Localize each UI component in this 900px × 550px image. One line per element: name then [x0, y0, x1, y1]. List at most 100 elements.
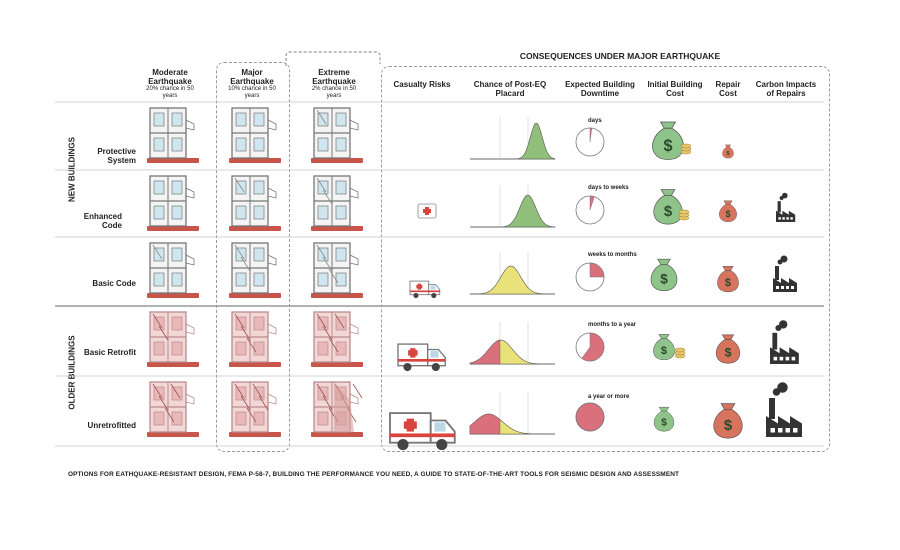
- crack: [252, 383, 263, 399]
- window: [253, 272, 265, 287]
- money-bag-icon: $: [713, 403, 743, 439]
- crack: [352, 383, 363, 399]
- window: [171, 411, 183, 426]
- crack: [152, 244, 163, 260]
- factory-icon: [770, 320, 799, 364]
- smoke: [780, 255, 788, 263]
- balcony: [185, 254, 195, 266]
- building-r0-c1: [229, 107, 281, 163]
- crack: [328, 337, 339, 353]
- balcony: [185, 119, 195, 131]
- window: [153, 205, 165, 220]
- foundation: [147, 293, 199, 298]
- money-bag-icon: $: [717, 266, 739, 293]
- footer-citation: OPTIONS FOR EATHQUAKE-RESISTANT DESIGN, …: [68, 471, 680, 478]
- foundation: [311, 293, 363, 298]
- window: [235, 341, 247, 356]
- foundation: [147, 432, 199, 437]
- window: [335, 341, 347, 356]
- balcony: [349, 323, 359, 335]
- downtime-pie-0: [575, 127, 605, 157]
- crack: [240, 325, 251, 341]
- balcony: [349, 119, 359, 131]
- window: [253, 180, 265, 195]
- smoke: [779, 320, 788, 329]
- crack: [246, 337, 257, 353]
- placard-curve: [469, 265, 555, 295]
- building-r3-c1: [229, 311, 281, 367]
- crack: [316, 244, 327, 260]
- ambulance-icon: [409, 280, 441, 299]
- col-title: Moderate Earthquake: [148, 68, 192, 86]
- first-aid-kit-icon: [417, 203, 437, 219]
- window: [235, 112, 247, 127]
- window: [253, 112, 265, 127]
- placard-chart-1: [470, 185, 556, 228]
- dollar-sign-icon: $: [725, 346, 732, 360]
- crack: [322, 256, 333, 272]
- col-title: Major Earthquake: [230, 68, 274, 86]
- col-moderate: Moderate Earthquake 20% chance in 50 yea…: [140, 68, 200, 100]
- crack: [334, 313, 345, 329]
- window: [317, 205, 329, 220]
- building-r3-c0: [147, 311, 199, 367]
- window: [335, 272, 347, 287]
- major-earthquake-frame: [216, 62, 290, 452]
- window: [171, 180, 183, 195]
- crack: [316, 177, 327, 193]
- balcony: [349, 393, 359, 405]
- building-r2-c1: [229, 242, 281, 298]
- row-label-basic-code: Basic Code: [92, 279, 136, 288]
- downtime-pie-4: [575, 402, 605, 432]
- placard-chart-3: [469, 322, 555, 365]
- ambulance-icon: [389, 412, 456, 451]
- balcony: [185, 187, 195, 199]
- downtime-pie-2: [575, 262, 605, 292]
- crack: [322, 189, 333, 205]
- pie-slice: [589, 262, 605, 278]
- downtime-label-0: days: [588, 118, 602, 124]
- pie-slice: [575, 402, 605, 432]
- dollar-sign-icon: $: [725, 277, 731, 289]
- dollar-sign-icon: $: [725, 209, 730, 219]
- window: [153, 272, 165, 287]
- window: [171, 341, 183, 356]
- placard-curve: [470, 194, 556, 228]
- balcony: [349, 187, 359, 199]
- money-bag-icon: $: [650, 258, 678, 292]
- dollar-sign-icon: $: [661, 345, 667, 357]
- window: [317, 137, 329, 152]
- factory-icon: [773, 255, 797, 292]
- crack: [316, 313, 327, 329]
- dollar-sign-icon: $: [661, 418, 667, 429]
- dollar-sign-icon: $: [724, 417, 733, 434]
- consequences-title: CONSEQUENCES UNDER MAJOR EARTHQUAKE: [519, 51, 721, 61]
- crack: [258, 395, 269, 411]
- window: [317, 341, 329, 356]
- dollar-sign-icon: $: [660, 271, 668, 286]
- dollar-sign-icon: $: [726, 151, 730, 157]
- foundation: [229, 362, 281, 367]
- crack: [158, 395, 169, 411]
- window: [153, 180, 165, 195]
- building-r2-c2: [311, 242, 363, 298]
- window: [253, 247, 265, 262]
- col-extreme: Extreme Earthquake 2% chance in 50 years: [304, 68, 364, 100]
- window: [335, 247, 347, 262]
- row-label-protective: Protective System: [97, 147, 136, 165]
- window: [171, 205, 183, 220]
- window: [335, 180, 347, 195]
- consequences-frame: [381, 66, 830, 452]
- window: [171, 247, 183, 262]
- building-r2-c0: [147, 242, 199, 298]
- window: [335, 112, 347, 127]
- window: [253, 137, 265, 152]
- foundation: [311, 158, 363, 163]
- window: [171, 272, 183, 287]
- factory-icon: [776, 192, 796, 222]
- col-initial-cost: Initial Building Cost: [647, 80, 703, 98]
- foundation: [229, 226, 281, 231]
- money-bag-icon: $: [722, 144, 734, 159]
